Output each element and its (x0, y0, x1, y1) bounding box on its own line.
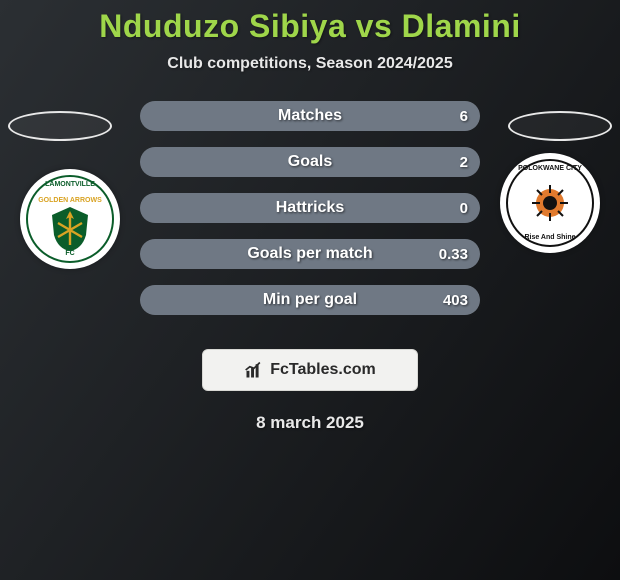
badge-left-line-0: LAMONTVILLE (20, 181, 120, 188)
stat-row: Matches 6 (140, 101, 480, 131)
player-right-photo-placeholder (508, 111, 612, 141)
stat-row: Hattricks 0 (140, 193, 480, 223)
stat-label: Goals per match (140, 239, 480, 269)
comparison-row: LAMONTVILLE GOLDEN ARROWS FC POLOKWANE C… (0, 101, 620, 331)
badge-right-line-1: Rise And Shine (500, 234, 600, 241)
subtitle: Club competitions, Season 2024/2025 (0, 55, 620, 73)
club-badge-right: POLOKWANE CITY Rise And Shine (500, 153, 600, 253)
player-left-photo-placeholder (8, 111, 112, 141)
stat-bars: Matches 6 Goals 2 Hattricks 0 Goals per … (140, 101, 480, 331)
chart-icon (244, 360, 264, 380)
content: Nduduzo Sibiya vs Dlamini Club competiti… (0, 0, 620, 580)
badge-right-line-0: POLOKWANE CITY (500, 165, 600, 172)
stat-value-right: 0 (460, 193, 468, 223)
stat-label: Hattricks (140, 193, 480, 223)
brand-badge: FcTables.com (202, 349, 418, 391)
stat-value-right: 0.33 (439, 239, 468, 269)
stat-row: Min per goal 403 (140, 285, 480, 315)
badge-left-crest-icon (48, 205, 92, 253)
stat-value-right: 403 (443, 285, 468, 315)
stat-value-right: 2 (460, 147, 468, 177)
badge-right-crest-icon (530, 183, 570, 223)
badge-left-line-2: FC (20, 250, 120, 257)
brand-text: FcTables.com (270, 361, 376, 379)
club-badge-left: LAMONTVILLE GOLDEN ARROWS FC (20, 169, 120, 269)
page-title: Nduduzo Sibiya vs Dlamini (0, 0, 620, 45)
stat-row: Goals per match 0.33 (140, 239, 480, 269)
stat-label: Min per goal (140, 285, 480, 315)
stat-label: Matches (140, 101, 480, 131)
stat-label: Goals (140, 147, 480, 177)
date-text: 8 march 2025 (0, 413, 620, 433)
badge-left-line-1: GOLDEN ARROWS (20, 197, 120, 204)
stat-row: Goals 2 (140, 147, 480, 177)
stat-value-right: 6 (460, 101, 468, 131)
